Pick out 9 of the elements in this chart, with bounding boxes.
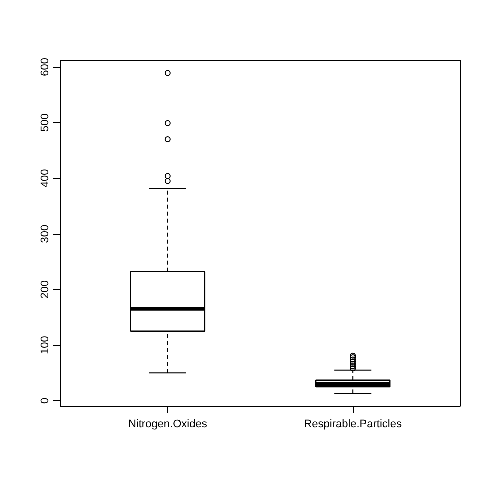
y-tick-label: 0 (40, 398, 52, 404)
x-tick-label: Respirable.Particles (304, 418, 402, 430)
y-tick-label: 500 (40, 114, 52, 132)
y-tick-label: 200 (40, 280, 52, 299)
x-tick-label: Nitrogen.Oxides (128, 418, 208, 430)
y-tick-label: 600 (40, 58, 52, 76)
y-tick-label: 100 (40, 336, 52, 354)
y-tick-label: 300 (40, 224, 52, 244)
y-tick-label: 400 (40, 169, 52, 188)
